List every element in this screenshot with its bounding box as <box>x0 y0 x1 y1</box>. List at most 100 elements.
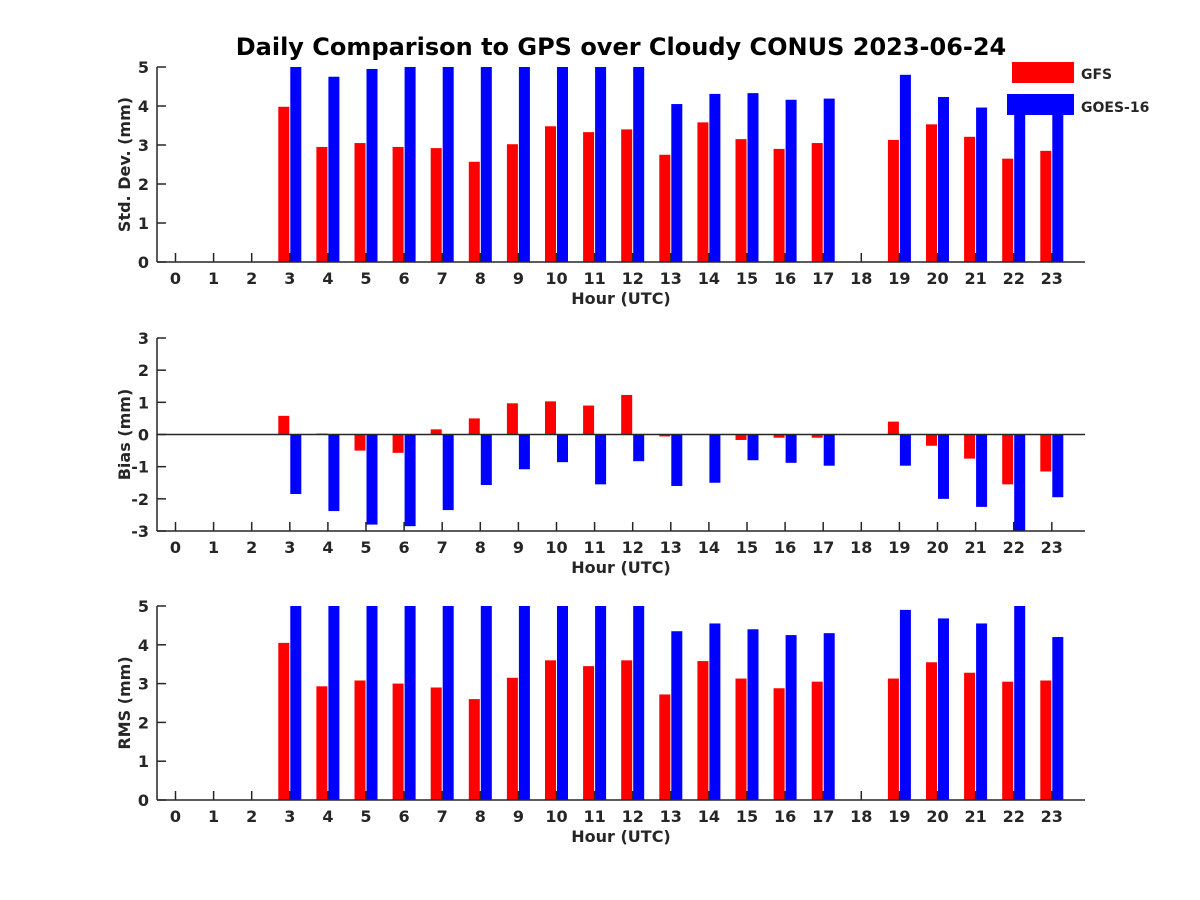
x-tick-label: 15 <box>736 538 758 557</box>
bar-goes16-15 <box>747 629 759 800</box>
x-tick-label: 17 <box>812 807 834 826</box>
bar-gfs-17 <box>811 434 823 438</box>
legend-swatch-goes16 <box>1007 94 1074 115</box>
x-tick-label: 12 <box>622 538 644 557</box>
bar-goes16-21 <box>976 107 988 262</box>
x-tick-label: 7 <box>437 538 448 557</box>
bar-goes16-21 <box>976 434 988 507</box>
bar-goes16-7 <box>442 434 454 511</box>
bar-gfs-10 <box>545 401 556 435</box>
bar-gfs-13 <box>659 434 671 437</box>
y-tick-label: 0 <box>138 253 149 272</box>
bar-goes16-20 <box>938 434 949 499</box>
x-tick-label: 23 <box>1041 269 1063 288</box>
legend-label-gfs: GFS <box>1081 67 1112 83</box>
x-tick-label: 18 <box>850 538 872 557</box>
bar-goes16-22 <box>1014 111 1026 262</box>
x-tick-label: 9 <box>513 269 524 288</box>
legend-swatch-gfs <box>1012 62 1074 83</box>
x-tick-label: 4 <box>322 807 333 826</box>
bar-goes16-17 <box>823 633 835 800</box>
y-tick-label: 1 <box>138 393 149 412</box>
bar-goes16-23 <box>1052 113 1064 263</box>
bar-goes16-17 <box>823 98 835 262</box>
bar-goes16-5 <box>366 68 378 262</box>
bar-gfs-16 <box>773 148 785 262</box>
y-tick-label: 5 <box>138 58 149 77</box>
x-tick-label: 9 <box>513 538 524 557</box>
chart-title: Daily Comparison to GPS over Cloudy CONU… <box>236 33 1007 61</box>
x-tick-label: 16 <box>774 269 796 288</box>
bar-goes16-19 <box>899 609 911 800</box>
bar-goes16-8 <box>480 67 492 262</box>
bar-gfs-9 <box>506 403 518 435</box>
bar-goes16-11 <box>595 67 607 262</box>
bar-goes16-16 <box>785 434 797 463</box>
x-tick-label: 22 <box>1003 807 1025 826</box>
bar-gfs-19 <box>887 139 899 262</box>
x-axis-label: Hour (UTC) <box>571 289 671 308</box>
bar-gfs-3 <box>278 106 290 262</box>
bar-goes16-10 <box>557 606 568 800</box>
x-tick-label: 0 <box>170 807 181 826</box>
bar-goes16-23 <box>1052 434 1064 498</box>
bar-goes16-6 <box>404 606 416 800</box>
bar-goes16-13 <box>671 104 683 262</box>
bar-gfs-22 <box>1002 681 1014 800</box>
bar-goes16-4 <box>328 76 340 262</box>
bar-goes16-16 <box>785 635 797 800</box>
y-tick-label: 2 <box>138 175 149 194</box>
bar-gfs-19 <box>887 421 899 435</box>
x-tick-label: 10 <box>545 269 567 288</box>
x-tick-label: 10 <box>545 807 567 826</box>
x-tick-label: 20 <box>926 538 948 557</box>
bar-gfs-12 <box>621 660 633 800</box>
bar-goes16-4 <box>328 606 340 800</box>
bar-goes16-14 <box>709 434 721 483</box>
x-tick-label: 8 <box>475 538 486 557</box>
bar-gfs-8 <box>468 699 480 800</box>
y-axis-label: RMS (mm) <box>115 656 134 749</box>
x-tick-label: 8 <box>475 807 486 826</box>
bar-gfs-10 <box>545 660 556 800</box>
bar-goes16-3 <box>290 67 302 262</box>
x-tick-label: 23 <box>1041 807 1063 826</box>
x-tick-label: 3 <box>284 269 295 288</box>
y-axis-label: Bias (mm) <box>115 389 134 481</box>
y-tick-label: 0 <box>138 426 149 445</box>
bar-gfs-20 <box>926 662 937 800</box>
bar-gfs-13 <box>659 154 671 262</box>
x-tick-label: 4 <box>322 269 333 288</box>
x-tick-label: 11 <box>583 269 605 288</box>
y-tick-label: 5 <box>138 597 149 616</box>
bar-gfs-4 <box>316 686 328 800</box>
x-tick-label: 14 <box>698 538 720 557</box>
bar-gfs-14 <box>697 661 709 800</box>
bar-gfs-14 <box>697 122 709 262</box>
x-tick-label: 11 <box>583 807 605 826</box>
bar-goes16-12 <box>633 434 645 462</box>
x-tick-label: 15 <box>736 269 758 288</box>
bar-gfs-8 <box>468 161 480 262</box>
x-tick-label: 21 <box>964 269 986 288</box>
x-tick-label: 19 <box>888 269 910 288</box>
x-tick-label: 2 <box>246 538 257 557</box>
bar-gfs-7 <box>430 429 442 435</box>
bar-goes16-11 <box>595 606 607 800</box>
bar-goes16-19 <box>899 74 911 262</box>
bar-goes16-13 <box>671 434 683 486</box>
bar-goes16-12 <box>633 67 645 262</box>
bar-gfs-20 <box>926 124 937 262</box>
bar-goes16-5 <box>366 434 378 525</box>
x-tick-label: 4 <box>322 538 333 557</box>
bar-gfs-12 <box>621 394 633 435</box>
bar-gfs-6 <box>392 434 404 453</box>
y-tick-label: 4 <box>138 636 149 655</box>
bar-goes16-3 <box>290 434 302 495</box>
bar-goes16-10 <box>557 67 568 262</box>
bar-gfs-11 <box>583 405 595 435</box>
y-tick-label: 0 <box>138 791 149 810</box>
x-axis-label: Hour (UTC) <box>571 558 671 577</box>
bar-gfs-7 <box>430 148 442 262</box>
